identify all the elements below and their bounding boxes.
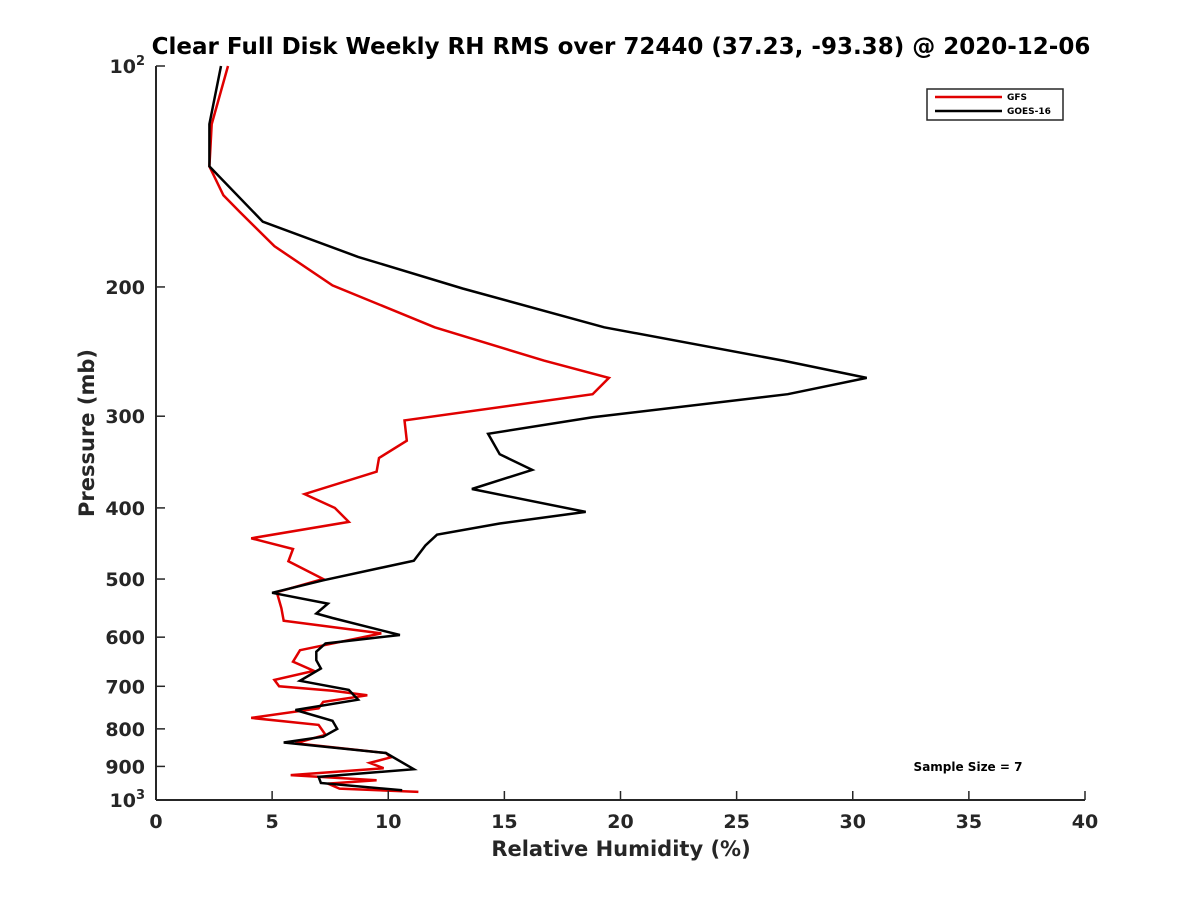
y-tick-label-power: 102 <box>110 54 146 78</box>
x-tick-label: 0 <box>149 811 162 833</box>
x-tick-label: 35 <box>956 811 982 833</box>
legend: GFS GOES-16 <box>926 88 1064 121</box>
sample-size-annotation: Sample Size = 7 <box>914 760 1023 774</box>
y-ticks: 102 200 300 400 500 600 700 800 900 103 <box>105 54 165 812</box>
y-tick-label: 300 <box>105 406 145 428</box>
chart-title: Clear Full Disk Weekly RH RMS over 72440… <box>152 34 1091 60</box>
y-tick-label: 900 <box>105 756 145 778</box>
x-tick-label: 10 <box>375 811 401 833</box>
x-axis-label: Relative Humidity (%) <box>491 837 750 861</box>
x-tick-label: 25 <box>723 811 749 833</box>
x-tick-label: 30 <box>840 811 866 833</box>
series-layer <box>208 65 867 794</box>
y-tick-label-power: 103 <box>110 788 146 812</box>
x-tick-label: 40 <box>1072 811 1098 833</box>
y-tick-label: 800 <box>105 719 145 741</box>
y-tick-label: 700 <box>105 676 145 698</box>
legend-box <box>926 88 1064 121</box>
plot-area <box>156 66 1085 800</box>
legend-label-gfs: GFS <box>1007 93 1027 103</box>
y-tick-label: 400 <box>105 498 145 520</box>
x-tick-label: 20 <box>607 811 633 833</box>
y-tick-label: 600 <box>105 627 145 649</box>
y-tick-label: 500 <box>105 569 145 591</box>
y-tick-label: 200 <box>105 277 145 299</box>
x-ticks: 0 5 10 15 20 25 30 35 40 <box>149 791 1098 833</box>
y-axis-label: Pressure (mb) <box>75 349 99 517</box>
legend-label-goes16: GOES-16 <box>1007 107 1051 117</box>
series-line-goes16 <box>208 65 867 792</box>
x-tick-label: 5 <box>266 811 279 833</box>
x-tick-label: 15 <box>491 811 517 833</box>
